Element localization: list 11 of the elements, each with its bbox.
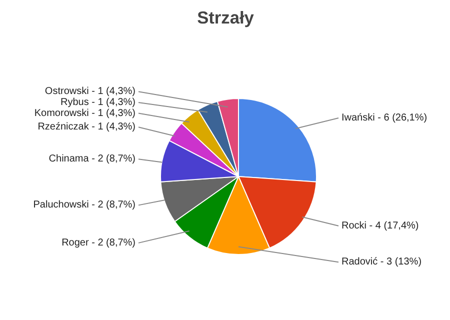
slice-label: Roger - 2 (8,7%) <box>62 237 136 248</box>
slice-label: Rybus - 1 (4,3%) <box>60 96 136 108</box>
slice-label: Radović - 3 (13%) <box>342 256 422 268</box>
slice-label: Iwański - 6 (26,1%) <box>342 112 428 124</box>
slice-label: Komorowski - 1 (4,3%) <box>34 108 136 119</box>
slice-label: Chinama - 2 (8,7%) <box>48 154 136 165</box>
slice-label: Rocki - 4 (17,4%) <box>342 220 419 232</box>
slice-label: Paluchowski - 2 (8,7%) <box>33 200 136 211</box>
chart-title: Strzały <box>197 8 254 28</box>
slice-label: Rzeźniczak - 1 (4,3%) <box>38 122 136 133</box>
slice-label: Ostrowski - 1 (4,3%) <box>44 86 136 98</box>
